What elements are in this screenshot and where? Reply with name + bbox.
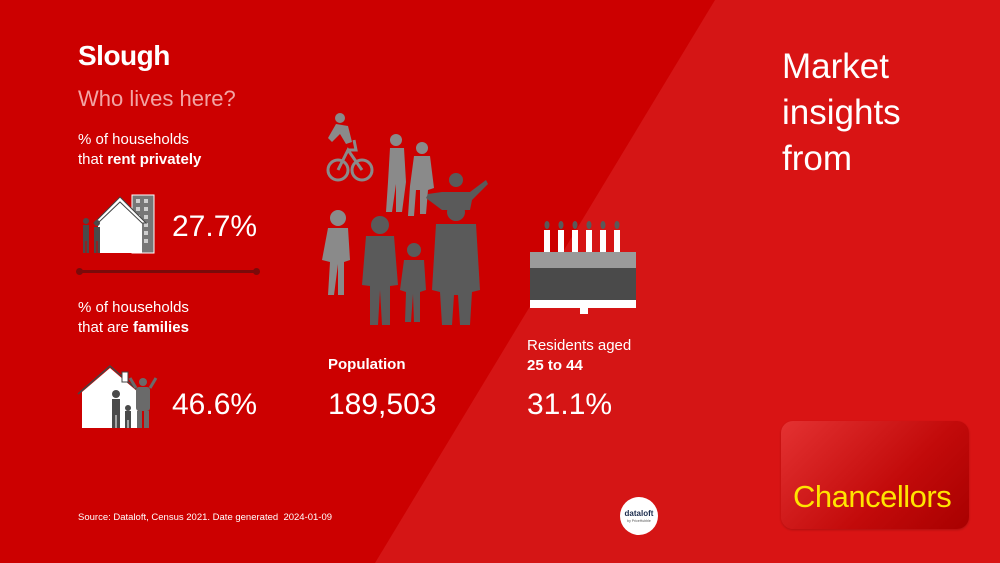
market-line1: Market bbox=[782, 47, 889, 86]
agency-logo[interactable]: Chancellors bbox=[781, 421, 969, 529]
population-label: Population bbox=[328, 356, 406, 373]
population-crowd-icon bbox=[322, 113, 488, 325]
families-label-prefix: that are bbox=[78, 319, 134, 336]
source-note: Source: Dataloft, Census 2021. Date gene… bbox=[78, 512, 332, 523]
dataloft-badge-text: dataloft bbox=[624, 509, 654, 518]
dataloft-badge[interactable]: dataloft by PriceHubble bbox=[620, 497, 658, 535]
subtitle: Who lives here? bbox=[78, 86, 236, 111]
rent-label-prefix: that bbox=[78, 151, 108, 168]
market-line3: from bbox=[782, 139, 852, 178]
agency-logo-text: Chancellors bbox=[793, 479, 952, 514]
families-label: % of households that are families bbox=[78, 298, 189, 338]
rent-label-line1: % of households bbox=[78, 131, 189, 148]
rent-label-bold: rent privately bbox=[107, 151, 202, 168]
population-value: 189,503 bbox=[328, 388, 437, 421]
dataloft-badge-subtext: by PriceHubble bbox=[627, 519, 651, 523]
residents-value: 31.1% bbox=[527, 388, 613, 421]
families-value: 46.6% bbox=[172, 388, 258, 421]
market-line2: insights bbox=[782, 93, 901, 132]
town-title: Slough bbox=[78, 40, 170, 71]
house-family-icon bbox=[77, 365, 158, 428]
source-date: 2024-01-09 bbox=[283, 512, 333, 523]
families-label-bold: families bbox=[133, 319, 189, 336]
birthday-cake-icon bbox=[530, 221, 636, 314]
residents-label-bold: 25 to 44 bbox=[527, 357, 583, 374]
residents-label-line1: Residents aged bbox=[527, 337, 632, 354]
rent-label: % of households that rent privately bbox=[78, 130, 201, 170]
rent-value: 27.7% bbox=[172, 210, 258, 243]
families-label-line1: % of households bbox=[78, 299, 189, 316]
source-text: Source: Dataloft, Census 2021. Date gene… bbox=[78, 512, 279, 523]
residents-label: Residents aged 25 to 44 bbox=[527, 336, 631, 376]
market-insights-heading: Market insights from bbox=[782, 44, 901, 182]
section-divider bbox=[76, 268, 260, 275]
house-people-apartment-icon bbox=[83, 194, 155, 254]
